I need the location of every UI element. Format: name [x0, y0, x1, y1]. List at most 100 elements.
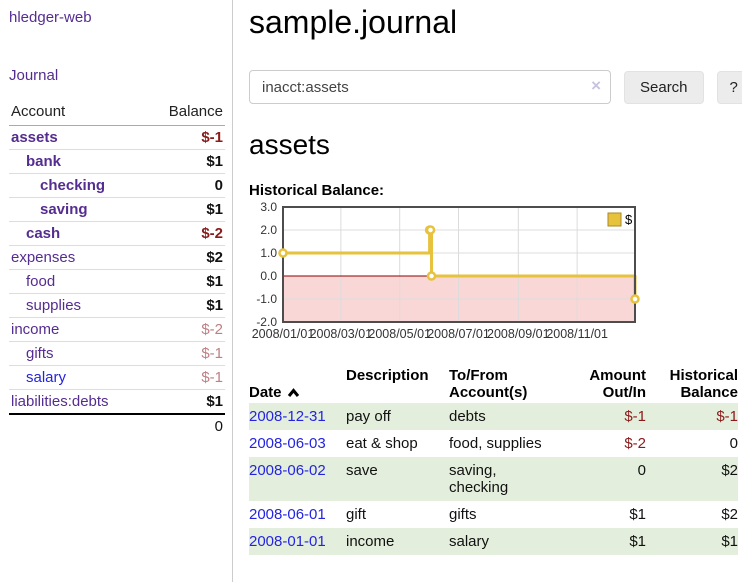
account-balance: $1: [146, 149, 225, 174]
transaction-date: 2008-01-01: [249, 528, 346, 555]
account-row: saving $1: [9, 197, 225, 222]
svg-text:2008/07/01: 2008/07/01: [427, 327, 490, 341]
svg-text:2.0: 2.0: [260, 223, 277, 237]
account-balance: $-2: [146, 317, 225, 342]
transaction-amount: $-2: [624, 435, 646, 452]
svg-text:2008/03/01: 2008/03/01: [310, 327, 373, 341]
account-link[interactable]: cash: [26, 225, 61, 242]
transaction-date-link[interactable]: 2008-01-01: [249, 533, 326, 550]
transaction-description: save: [346, 462, 378, 479]
account-row: assets $-1: [9, 126, 225, 150]
chart-legend: $: [607, 212, 633, 227]
register-header-amount: Amount Out/In: [589, 367, 646, 401]
account-row: expenses $2: [9, 245, 225, 270]
account-balance: $-2: [146, 221, 225, 246]
page-title: sample.journal: [249, 4, 458, 40]
svg-text:$: $: [625, 212, 633, 227]
register-header-date[interactable]: Date: [249, 365, 346, 403]
help-button[interactable]: ?: [716, 70, 742, 104]
transaction-accounts: debts: [449, 408, 486, 425]
account-balance: $1: [146, 197, 225, 222]
transaction-accounts: gifts: [449, 506, 477, 523]
transaction-amount: $1: [629, 506, 646, 523]
account-link[interactable]: saving: [40, 201, 88, 218]
transaction-row: 2008-06-03 eat & shop food, supplies $-2 0: [249, 430, 738, 457]
transaction-date-link[interactable]: 2008-12-31: [249, 408, 326, 425]
search-form: × Search ?: [249, 70, 742, 104]
account-row: checking 0: [9, 173, 225, 198]
svg-text:2008/01/01: 2008/01/01: [252, 327, 315, 341]
transaction-accounts: food, supplies: [449, 435, 542, 452]
register-header-description: Description: [346, 367, 429, 384]
account-link[interactable]: salary: [26, 369, 67, 386]
transaction-row: 2008-01-01 income salary $1 $1: [249, 528, 738, 555]
account-balance: $-1: [201, 129, 223, 146]
transaction-description: eat & shop: [346, 435, 418, 452]
account-link[interactable]: expenses: [11, 249, 76, 266]
clear-search-icon[interactable]: ×: [591, 76, 601, 95]
account-link[interactable]: gifts: [26, 345, 54, 362]
search-input[interactable]: [249, 70, 611, 104]
transaction-amount: $-1: [624, 408, 646, 425]
account-balance: $-1: [146, 341, 225, 366]
svg-text:2008/11/01: 2008/11/01: [546, 327, 608, 341]
balance-chart: 3.0 2.0 1.0 0.0 -1.0 -2.02008/01/012008/03/01…: [252, 202, 640, 341]
chart-title: Historical Balance:: [249, 182, 385, 199]
transaction-description: gift: [346, 506, 367, 523]
accounts-total: 0: [146, 413, 225, 438]
sidebar: hledger-web Journal Account Balance asse…: [0, 0, 233, 582]
account-link[interactable]: income: [11, 321, 60, 338]
register-table-body: 2008-12-31 pay off debts $-1 $-1 2008-06-03 ea…: [249, 403, 738, 555]
svg-text:2008/05/01: 2008/05/01: [368, 327, 431, 341]
account-row: food $1: [9, 269, 225, 294]
svg-text:3.0: 3.0: [260, 202, 277, 214]
account-link[interactable]: food: [26, 273, 56, 290]
transaction-date-link[interactable]: 2008-06-02: [249, 462, 326, 479]
transaction-accounts: salary: [449, 533, 490, 550]
transaction-date: 2008-06-01: [249, 501, 346, 528]
search-button[interactable]: Search: [624, 70, 704, 104]
account-balance: $2: [146, 245, 225, 270]
transaction-date: 2008-12-31: [249, 403, 346, 430]
transaction-date: 2008-06-03: [249, 430, 346, 457]
account-link[interactable]: liabilities:debts: [11, 393, 109, 410]
account-heading: assets: [249, 129, 330, 160]
brand-link[interactable]: hledger-web: [9, 9, 92, 26]
account-link[interactable]: checking: [40, 177, 106, 194]
account-row: salary $-1: [9, 365, 225, 390]
transaction-accounts: saving, checking: [449, 462, 509, 496]
sort-ascending-icon: [287, 385, 300, 402]
account-balance: 0: [146, 173, 225, 198]
account-balance: $-1: [146, 365, 225, 390]
account-link[interactable]: assets: [11, 129, 58, 146]
account-row: liabilities:debts $1: [9, 389, 225, 414]
account-link[interactable]: bank: [26, 153, 62, 170]
svg-text:2008/09/01: 2008/09/01: [487, 327, 550, 341]
account-balance: $1: [146, 269, 225, 294]
account-balance: $1: [146, 389, 225, 414]
search-box: ×: [249, 70, 611, 104]
transaction-date-link[interactable]: 2008-06-03: [249, 435, 326, 452]
accounts-table-body: assets $-1 bank $1 checking 0 saving $1 cash $-2 e…: [9, 126, 225, 414]
svg-text:-2.0: -2.0: [256, 315, 277, 329]
account-row: gifts $-1: [9, 341, 225, 366]
main-content: sample.journal × Search ? assets Histori…: [233, 0, 742, 582]
transaction-historical-balance: 0: [729, 435, 738, 452]
accounts-header-balance: Balance: [146, 101, 225, 126]
transaction-description: income: [346, 533, 395, 550]
svg-text:-1.0: -1.0: [256, 292, 277, 306]
transaction-description: pay off: [346, 408, 391, 425]
register-header-historical: Historical Balance: [669, 367, 738, 401]
transaction-amount: $1: [629, 533, 646, 550]
accounts-header-account: Account: [9, 101, 147, 126]
svg-text:1.0: 1.0: [260, 246, 277, 260]
account-row: income $-2: [9, 317, 225, 342]
account-link[interactable]: supplies: [26, 297, 82, 314]
transaction-row: 2008-06-02 save saving, checking 0 $2: [249, 457, 738, 501]
account-row: supplies $1: [9, 293, 225, 318]
transaction-date-link[interactable]: 2008-06-01: [249, 506, 326, 523]
transaction-row: 2008-06-01 gift gifts $1 $2: [249, 501, 738, 528]
transaction-historical-balance: $2: [721, 462, 738, 479]
account-row: cash $-2: [9, 221, 225, 246]
sidebar-item-journal[interactable]: Journal: [9, 67, 59, 84]
